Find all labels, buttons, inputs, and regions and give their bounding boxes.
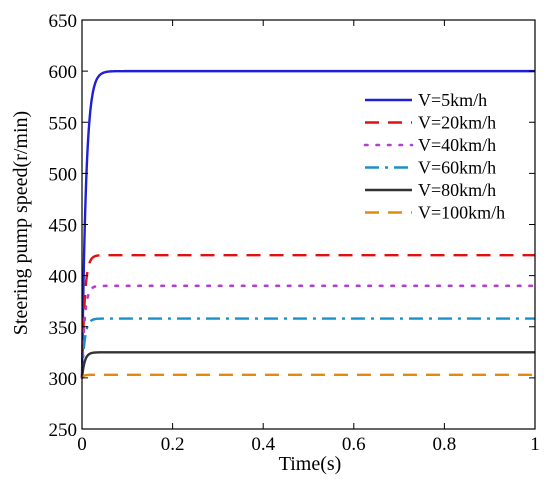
y-tick-label: 450 — [49, 216, 78, 237]
plot-frame — [81, 19, 536, 430]
legend-label-3: V=40km/h — [418, 135, 496, 155]
x-tick-label: 0.4 — [251, 434, 275, 455]
legend-label-6: V=100km/h — [418, 203, 505, 223]
y-tick-label: 600 — [49, 62, 78, 83]
y-tick-label: 550 — [49, 113, 78, 134]
series-line-5 — [80, 351, 535, 379]
series-line-2 — [80, 253, 535, 378]
y-tick-label: 400 — [49, 267, 78, 288]
y-tick-label: 350 — [49, 318, 78, 339]
x-tick-label: 1 — [530, 434, 540, 455]
x-tick-label: 0 — [77, 434, 87, 455]
x-axis-title: Time(s) — [279, 453, 342, 475]
legend-label-2: V=20km/h — [418, 113, 496, 133]
legend-label-4: V=60km/h — [418, 158, 496, 178]
legend-label-1: V=5km/h — [418, 90, 487, 110]
series-line-3 — [80, 284, 537, 380]
y-tick-label: 250 — [49, 420, 78, 441]
x-tick-label: 0.8 — [433, 434, 457, 455]
series-layer — [80, 69, 537, 380]
y-tick-label: 500 — [49, 164, 78, 185]
axes-layer: 0 0.2 0.4 0.6 0.8 1 250 300 350 400 450 500 550 600 65… — [49, 11, 540, 455]
legend-label-5: V=80km/h — [418, 180, 496, 200]
y-tick-label: 650 — [49, 11, 78, 32]
x-tick-label: 0.2 — [161, 434, 185, 455]
x-tick-label: 0.6 — [342, 434, 366, 455]
legend: V=5km/h V=20km/hV=40km/h V=60km/hV=80km/h V… — [363, 90, 505, 223]
series-line-6 — [80, 373, 535, 379]
y-axis-title: Steering pump speed(r/min) — [10, 111, 32, 335]
series-line-1 — [80, 69, 535, 378]
y-tick-label: 300 — [49, 369, 78, 390]
series-line-4 — [80, 317, 535, 378]
